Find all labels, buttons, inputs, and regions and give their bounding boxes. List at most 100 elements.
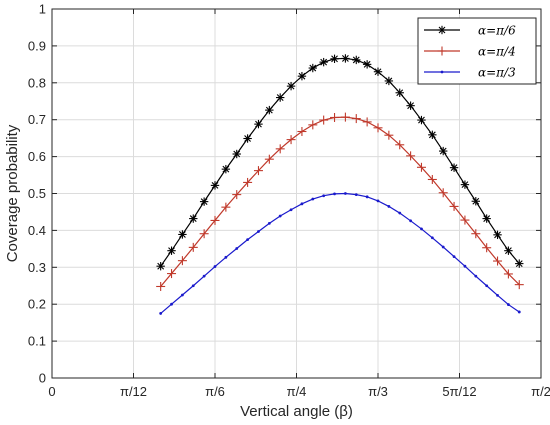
dot-marker — [289, 208, 293, 212]
dot-marker — [278, 214, 282, 218]
series-1 — [156, 54, 524, 271]
x-tick-label: π/6 — [205, 384, 225, 399]
dot-marker — [235, 247, 239, 250]
dot-marker — [507, 303, 510, 306]
asterisk-marker — [482, 214, 491, 223]
plus-marker — [471, 229, 481, 239]
marker-stroke — [418, 116, 425, 124]
dot-marker — [485, 284, 489, 288]
y-tick-label: 0.4 — [28, 223, 46, 238]
plus-marker — [297, 127, 307, 137]
dot-marker — [430, 236, 434, 240]
dot-marker — [365, 195, 369, 199]
plus-marker — [308, 120, 318, 130]
plus-marker — [406, 151, 416, 161]
asterisk-marker — [156, 261, 165, 271]
legend-label: α=π/6 — [478, 24, 516, 38]
marker-stroke — [385, 77, 393, 85]
marker-stroke — [438, 26, 446, 34]
marker-stroke — [396, 89, 404, 97]
plus-marker — [319, 115, 329, 125]
marker-stroke — [255, 120, 262, 128]
plus-marker — [449, 201, 459, 211]
series-3 — [159, 192, 521, 315]
marker-stroke — [189, 215, 197, 223]
plus-marker — [340, 112, 350, 122]
plus-marker — [167, 269, 177, 279]
dot-marker — [300, 202, 304, 206]
dot-marker — [354, 193, 358, 197]
asterisk-marker — [362, 60, 372, 69]
y-tick-label: 0.5 — [28, 186, 46, 201]
marker-stroke — [374, 68, 382, 76]
marker-stroke — [178, 231, 186, 238]
asterisk-marker — [437, 25, 447, 35]
asterisk-marker — [167, 246, 176, 255]
asterisk-marker — [449, 163, 459, 172]
series-line — [160, 192, 520, 314]
legend: α=π/6 α=π/4 α=π/3 — [417, 17, 537, 85]
dot-marker — [398, 211, 402, 215]
plus-marker — [156, 281, 166, 291]
dot-marker — [202, 274, 206, 278]
asterisk-marker — [243, 134, 252, 143]
asterisk-marker — [341, 54, 350, 63]
plus-marker — [362, 117, 372, 127]
series-layer — [156, 54, 524, 315]
plus-marker — [493, 256, 503, 266]
marker-stroke — [331, 55, 338, 63]
plus-marker — [253, 166, 263, 176]
x-tick-label: π/3 — [368, 384, 388, 399]
dot-marker — [170, 302, 173, 306]
dot-marker — [440, 70, 444, 74]
asterisk-marker — [221, 164, 231, 174]
asterisk-marker — [471, 197, 480, 206]
x-tick-label: π/4 — [287, 384, 307, 399]
legend-entry: α=π/6 — [424, 24, 516, 38]
y-axis-label: Coverage probability — [4, 124, 21, 262]
plus-marker — [514, 280, 524, 290]
plus-marker — [264, 154, 274, 164]
marker-stroke — [472, 197, 480, 205]
plus-marker — [177, 256, 187, 266]
asterisk-marker — [504, 246, 513, 255]
dot-marker — [376, 199, 380, 203]
plus-marker — [395, 140, 405, 150]
marker-stroke — [276, 94, 284, 101]
asterisk-marker — [276, 93, 285, 102]
plus-marker — [438, 188, 448, 198]
marker-stroke — [287, 82, 295, 90]
y-tick-label: 0.9 — [28, 38, 46, 53]
asterisk-marker — [373, 67, 383, 76]
asterisk-marker — [286, 81, 296, 91]
dot-marker — [496, 293, 499, 297]
asterisk-marker — [189, 214, 198, 223]
marker-stroke — [211, 181, 219, 189]
marker-stroke — [439, 147, 447, 155]
plus-marker — [482, 243, 492, 253]
plus-marker — [373, 123, 383, 133]
dot-marker — [463, 264, 467, 268]
marker-stroke — [461, 181, 469, 189]
plus-marker — [427, 174, 437, 184]
y-tick-label: 0.6 — [28, 149, 46, 164]
y-tick-label: 0.2 — [28, 297, 46, 312]
y-tick-label: 0 — [39, 371, 46, 386]
x-tick-label: π/2 — [531, 384, 550, 399]
legend-label: α=π/4 — [478, 45, 516, 59]
marker-stroke — [494, 231, 501, 239]
plus-marker — [275, 144, 285, 154]
plus-marker — [384, 130, 394, 140]
plus-marker — [221, 202, 231, 212]
asterisk-marker — [297, 71, 307, 81]
asterisk-marker — [406, 101, 415, 110]
legend-label: α=π/3 — [478, 66, 516, 80]
marker-stroke — [352, 56, 360, 64]
plus-marker — [199, 229, 209, 239]
marker-stroke — [363, 60, 371, 68]
dot-marker — [311, 197, 315, 201]
plus-marker — [416, 162, 426, 172]
dot-marker — [474, 274, 478, 278]
y-tick-label: 0.7 — [28, 112, 46, 127]
